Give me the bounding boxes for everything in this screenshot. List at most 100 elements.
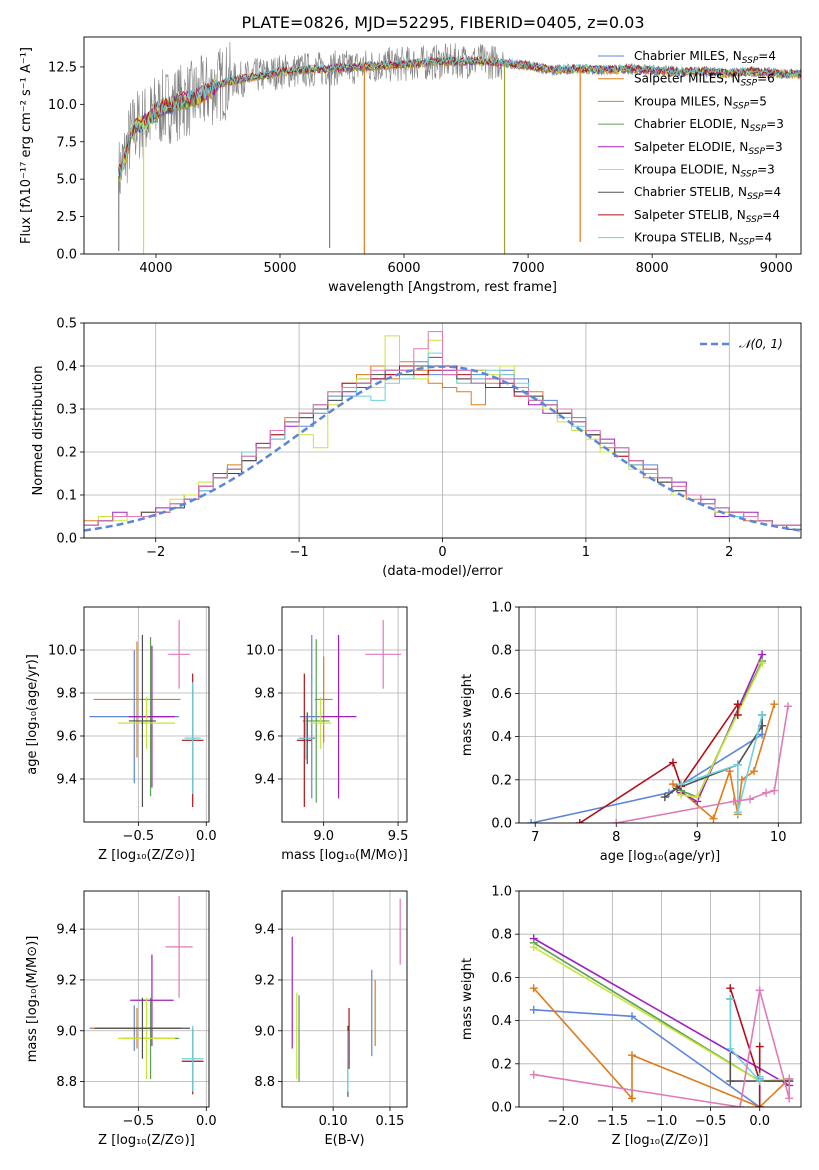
weight-marker xyxy=(733,700,742,709)
y-tick-label: 12.5 xyxy=(48,60,77,75)
x-axis-label: Z [log₁₀(Z/Z⊙)] xyxy=(98,848,195,863)
x-tick-label: 8000 xyxy=(636,261,669,276)
weight-marker xyxy=(627,1094,636,1103)
x-axis-label: (data-model)/error xyxy=(382,564,503,579)
weight-marker xyxy=(529,984,538,993)
x-tick-label: 0.10 xyxy=(319,1114,348,1129)
y-tick-label: 9.4 xyxy=(254,923,275,938)
y-tick-label: 9.8 xyxy=(254,687,275,702)
x-tick-label: −0.5 xyxy=(695,1114,727,1129)
y-tick-label: 1.0 xyxy=(491,601,512,616)
plot-area xyxy=(89,619,204,807)
y-tick-label: 0.8 xyxy=(491,928,512,943)
weight-marker xyxy=(758,711,767,719)
y-tick-label: 9.2 xyxy=(254,973,275,988)
weight-marker xyxy=(668,758,677,767)
panel-mass-weight-vs-Z: −2.0 −1.5 −1.0 −0.5 0.0 0.0 0.2 0.4 0.6 0.8 1.0 Z [… xyxy=(460,885,802,1148)
weight-marker xyxy=(677,780,686,789)
weight-marker xyxy=(529,1070,538,1079)
y-tick-label: 0.6 xyxy=(491,971,512,986)
y-tick-label: 0.3 xyxy=(56,403,77,418)
y-tick-label: 0.5 xyxy=(56,317,77,332)
y-tick-label: 8.8 xyxy=(56,1075,77,1090)
legend-entry: Kroupa MILES, NSSP=5 xyxy=(634,94,767,111)
y-tick-label: 9.2 xyxy=(56,973,77,988)
weight-marker xyxy=(737,775,746,784)
weight-marker xyxy=(709,814,718,823)
gaussian-curve xyxy=(84,365,801,532)
axes-frame xyxy=(83,890,210,1108)
x-tick-label: 0.15 xyxy=(375,1114,404,1129)
panel-mass-weight-vs-age: 7 8 9 10 0.0 0.2 0.4 0.6 0.8 1.0 age [log₁₀(age/yr… xyxy=(460,601,802,864)
x-tick-label: 5000 xyxy=(263,261,296,276)
weight-marker xyxy=(612,819,621,823)
weight-marker xyxy=(677,790,686,799)
y-tick-label: 0.4 xyxy=(491,1014,512,1029)
weight-marker xyxy=(693,793,702,802)
weight-marker xyxy=(575,819,584,823)
weight-marker xyxy=(758,659,767,668)
x-tick-label: −0.5 xyxy=(123,1114,155,1129)
axes-frame xyxy=(83,606,210,823)
x-tick-label: 9.5 xyxy=(388,829,409,844)
legend-entry: Chabrier MILES, NSSP=4 xyxy=(634,49,776,66)
panel-residuals: −2 −1 0 1 2 0.0 0.1 0.2 0.3 0.4 0.5 (data-model)/er… xyxy=(31,317,802,579)
x-tick-label: −2.0 xyxy=(547,1114,579,1129)
weight-line xyxy=(531,725,763,823)
y-tick-label: 9.4 xyxy=(254,773,275,788)
weight-marker xyxy=(770,786,779,795)
weight-marker xyxy=(736,1103,745,1107)
weight-marker xyxy=(784,702,793,711)
x-tick-label: 4000 xyxy=(139,261,172,276)
axes-frame xyxy=(518,606,802,824)
weight-marker xyxy=(627,1051,636,1060)
x-tick-label: 10 xyxy=(770,830,787,845)
axes-frame xyxy=(281,606,408,823)
legend-entry: Kroupa STELIB, NSSP=4 xyxy=(634,231,772,248)
y-axis-label: mass weight xyxy=(460,674,475,756)
weight-marker xyxy=(785,1094,794,1103)
panel-age-vs-mass: 9.0 9.5 9.4 9.6 9.8 10.0 mass [log₁₀(M/M⊙)] xyxy=(246,606,409,863)
y-tick-label: 0.4 xyxy=(491,730,512,745)
y-tick-label: 7.5 xyxy=(56,135,77,150)
x-axis-label: Z [log₁₀(Z/Z⊙)] xyxy=(612,1133,709,1148)
weight-marker xyxy=(726,1077,735,1086)
x-tick-label: 9000 xyxy=(760,261,793,276)
figure-title: PLATE=0826, MJD=52295, FIBERID=0405, z=0… xyxy=(241,13,644,32)
x-tick-label: 9.0 xyxy=(313,829,334,844)
weight-marker xyxy=(755,986,764,995)
x-tick-label: 7000 xyxy=(512,261,545,276)
y-tick-label: 9.6 xyxy=(56,730,77,745)
x-axis-label: age [log₁₀(age/yr)] xyxy=(600,849,721,864)
weight-marker xyxy=(745,795,754,804)
y-axis-label: Flux [fλ10⁻¹⁷ erg cm⁻² s⁻¹ A⁻¹] xyxy=(19,47,34,244)
x-tick-label: 0 xyxy=(438,545,446,560)
y-tick-label: 0.2 xyxy=(56,446,77,461)
axes-frame xyxy=(281,890,408,1108)
y-axis-label: mass [log₁₀(M/M⊙)] xyxy=(25,936,40,1063)
y-tick-label: 9.4 xyxy=(56,923,77,938)
x-tick-label: 6000 xyxy=(387,261,420,276)
weight-marker xyxy=(755,1103,764,1107)
y-tick-label: 9.6 xyxy=(254,730,275,745)
plot-area xyxy=(296,619,402,807)
weight-marker xyxy=(660,793,669,802)
y-tick-label: 8.8 xyxy=(254,1075,275,1090)
y-tick-label: 0.0 xyxy=(56,248,77,263)
y-tick-label: 5.0 xyxy=(56,173,77,188)
weight-marker xyxy=(733,711,742,719)
weight-marker xyxy=(668,780,677,789)
weight-marker xyxy=(770,700,779,709)
axes-frame xyxy=(83,322,802,539)
legend-entry: Chabrier STELIB, NSSP=4 xyxy=(634,185,781,202)
legend-entry: Chabrier ELODIE, NSSP=3 xyxy=(634,117,784,134)
y-tick-label: 0.0 xyxy=(56,532,77,547)
plot-area xyxy=(291,898,401,1097)
legend-entry: Salpeter ELODIE, NSSP=3 xyxy=(634,140,783,157)
axes-frame xyxy=(83,36,802,255)
weight-marker xyxy=(726,995,735,1003)
x-tick-label: 9 xyxy=(693,830,701,845)
x-tick-label: 0.0 xyxy=(749,1114,770,1129)
y-axis-label: Normed distribution xyxy=(31,366,46,496)
plot-area xyxy=(529,934,794,1107)
